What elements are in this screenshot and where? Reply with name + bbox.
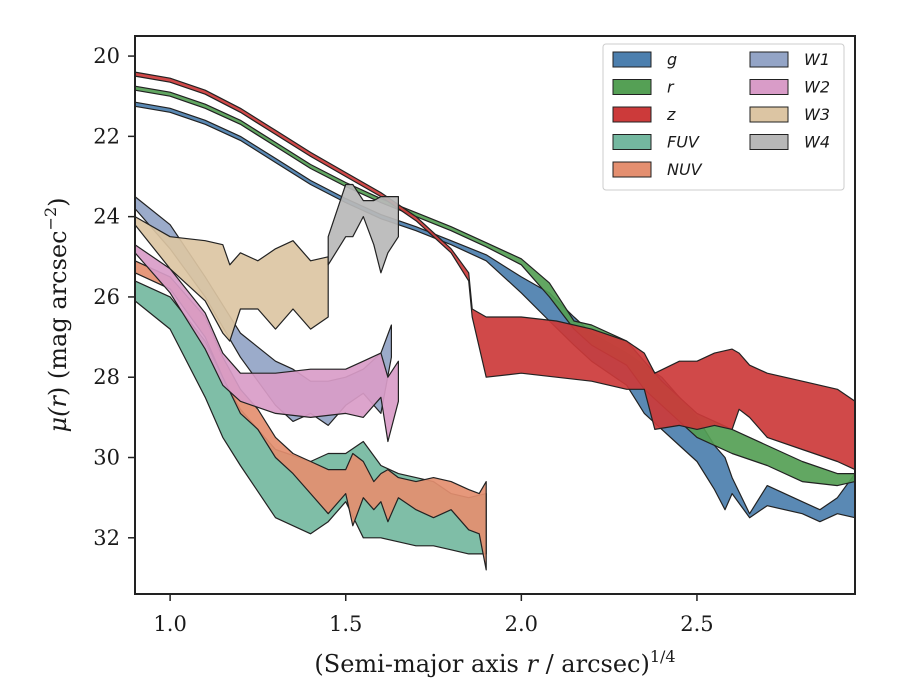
- x-tick-label: 2.0: [505, 612, 538, 636]
- band-w4: [327, 183, 399, 274]
- legend-swatch-w3: [749, 106, 789, 123]
- legend-label-w2: W2: [804, 78, 830, 97]
- x-tick-label: 2.5: [680, 612, 713, 636]
- legend-label-z: z: [666, 105, 676, 124]
- x-tick-label: 1.5: [329, 612, 362, 636]
- legend-label-r: r: [667, 78, 675, 97]
- y-tick-label: 30: [93, 446, 120, 470]
- x-tick-label: 1.0: [153, 612, 186, 636]
- x-axis: 1.0 1.5 2.0 2.5: [153, 594, 714, 636]
- y-tick-label: 24: [93, 205, 120, 229]
- x-axis-label: (Semi-major axis r / arcsec)1/4: [314, 647, 675, 678]
- legend-swatch-w2: [749, 79, 789, 95]
- legend-swatch-w1: [749, 51, 789, 68]
- legend-label-fuv: FUV: [667, 133, 700, 152]
- band-w3: [134, 216, 329, 342]
- y-tick-label: 26: [93, 285, 120, 309]
- legend-swatch-nuv: [612, 161, 652, 178]
- band-w2: [134, 244, 399, 443]
- legend-label-w4: W4: [804, 133, 830, 152]
- legend-swatch-fuv: [612, 134, 652, 150]
- y-axis-label: μ(r) (mag arcsec−2): [41, 197, 72, 432]
- y-axis: 20 22 24 26 28 30 32: [93, 44, 135, 550]
- plot-frame: [134, 35, 856, 595]
- y-tick-label: 32: [93, 526, 120, 550]
- legend-label-g: g: [667, 50, 677, 69]
- band-nuv: [134, 260, 487, 571]
- legend-swatch-r: [612, 79, 652, 95]
- legend-label-w3: W3: [804, 105, 830, 124]
- legend-label-w1: W1: [804, 50, 830, 69]
- legend: grz FUV NUV W1 W2 W3 W4: [602, 43, 845, 191]
- legend-swatch-w4: [749, 134, 789, 150]
- legend-swatch-g: [612, 51, 652, 68]
- legend-items: grz FUV NUV W1 W2 W3 W4: [612, 50, 830, 179]
- band-layer: [134, 71, 856, 571]
- legend-swatch-z: [612, 106, 652, 123]
- legend-label-nuv: NUV: [667, 160, 703, 179]
- y-tick-label: 22: [93, 124, 120, 148]
- y-tick-label: 28: [93, 365, 120, 389]
- y-tick-label: 20: [93, 44, 120, 68]
